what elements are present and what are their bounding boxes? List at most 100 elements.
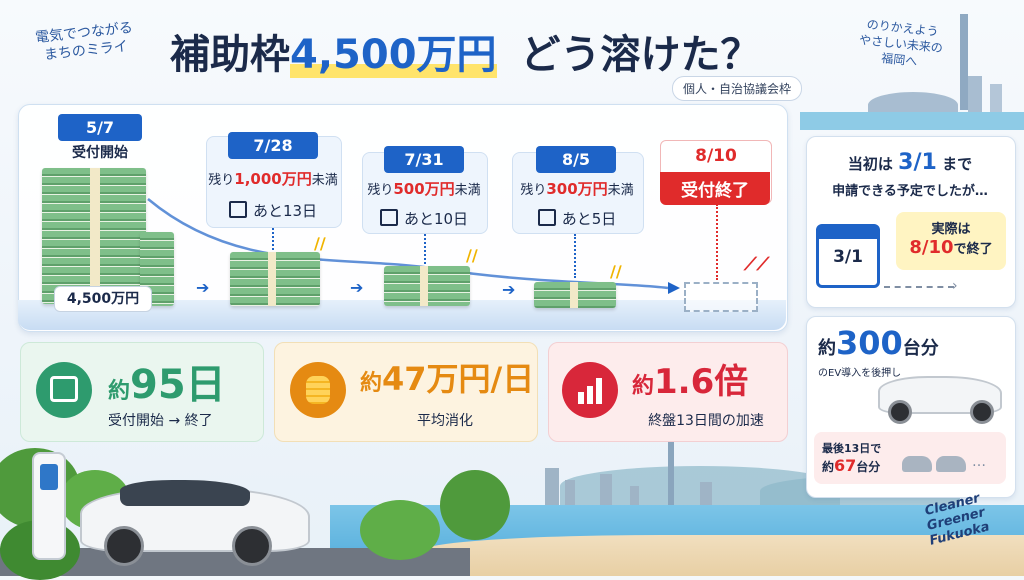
stat-prefix: 約 (632, 374, 655, 399)
building (968, 76, 982, 116)
arrow-right-icon: ➔ (502, 280, 516, 299)
beach (420, 535, 1024, 576)
remain-suffix: 未満 (454, 183, 481, 198)
title-suffix: どう溶けた？ (520, 32, 761, 78)
plan-prefix: 当初は (847, 155, 893, 173)
ev-caption: のEV導入を後押し (818, 368, 902, 379)
car-silhouette-icon (902, 456, 932, 472)
stat-value: 約95日 (108, 352, 258, 410)
more-ellipsis: … (972, 454, 986, 470)
milestone-date-tag: 7/31 (384, 146, 464, 173)
ev-number: 300 (836, 324, 903, 362)
ev-prefix: 約 (818, 338, 836, 359)
money-band (268, 252, 276, 306)
days-left: あと13日 (252, 202, 318, 220)
money-band (570, 282, 578, 308)
building (700, 482, 712, 508)
connector-dots-red (716, 204, 718, 280)
page-title: 補助枠4,500万円 どう溶けた？ (170, 22, 810, 80)
building (600, 474, 612, 508)
stat-caption: 終盤13日間の加速 (648, 413, 764, 429)
subtitle-badge: 個人・自治協議会枠 (672, 76, 803, 101)
ev-unit: 台分 (902, 338, 939, 359)
sparkle-icon: ∕∕ (610, 262, 622, 281)
remain-suffix: 未満 (607, 183, 634, 198)
milestone-days: あと5日 (512, 208, 642, 229)
stat-caption: 平均消化 (417, 413, 473, 429)
plan-date: 3/1 (898, 150, 937, 175)
plan-suffix: まで (942, 155, 973, 173)
money-band (90, 168, 100, 304)
car-wheel (888, 400, 912, 424)
connector-dots (272, 228, 274, 250)
stat-number: 95日 (130, 362, 226, 408)
tower-building (668, 398, 674, 508)
last-prefix: 約 (822, 460, 835, 474)
start-amount-label: 4,500万円 (54, 286, 152, 312)
start-date-tag: 5/7 (58, 114, 142, 141)
days-left: あと10日 (403, 210, 469, 228)
remain-prefix: 残り (367, 183, 394, 198)
days-left: あと5日 (561, 210, 617, 228)
arrow-right-icon: › (952, 278, 958, 294)
stat-number: 1.6倍 (654, 362, 749, 402)
connector-dots (574, 234, 576, 278)
start-label: 受付開始 (72, 145, 128, 161)
sea-top (800, 112, 1024, 130)
stat-value: 約1.6倍 (632, 354, 782, 403)
building (990, 84, 1002, 116)
end-date: 8/10 (695, 146, 737, 166)
stat-prefix: 約 (360, 371, 383, 396)
stat-number: 47万円/日 (382, 360, 535, 398)
ev-charger (32, 452, 66, 560)
actual-suffix: で終了 (953, 242, 993, 257)
milestone-remaining: 残り500万円未満 (362, 178, 486, 199)
actual-line: 8/10で終了 (896, 237, 1006, 258)
last-number: 67 (834, 456, 857, 475)
money-band (420, 266, 428, 306)
coins-icon (290, 362, 346, 418)
alert-burst-icon: ⟋⟋ (744, 254, 770, 275)
stat-caption: 受付開始 → 終了 (108, 413, 213, 429)
calendar-icon (537, 209, 556, 226)
empty-box (684, 282, 758, 312)
actual-date: 8/10 (909, 237, 954, 258)
arrow-right-icon: ➔ (196, 278, 210, 297)
growth-chart-icon (562, 362, 618, 418)
milestone-date-tag: 8/5 (536, 146, 616, 173)
calendar-date: 3/1 (833, 247, 863, 267)
plan-line-1: 当初は 3/1 まで (810, 150, 1010, 175)
last-days-label: 最後13日で (822, 442, 882, 455)
remain-prefix: 残り (208, 173, 235, 188)
last-unit: 台分 (856, 460, 881, 474)
building (630, 486, 639, 508)
actual-prefix: 実際は (931, 222, 971, 237)
tree (440, 470, 510, 540)
building (565, 480, 575, 508)
calendar-icon (379, 209, 398, 226)
end-label: 受付終了 (660, 172, 770, 205)
last-days-total: 約67台分 (822, 456, 880, 475)
car-silhouette-icon (936, 456, 966, 472)
car-wheel (232, 526, 272, 566)
remain-prefix: 残り (520, 183, 547, 198)
title-prefix: 補助枠 (170, 32, 290, 78)
building (545, 468, 559, 508)
car-wheel (970, 400, 994, 424)
remain-value: 500万円 (393, 180, 455, 198)
milestone-remaining: 残り1,000万円未満 (206, 168, 340, 189)
arrow-right-icon: ➔ (350, 278, 364, 297)
dashed-arrow (884, 286, 954, 288)
car-window (120, 480, 250, 506)
actual-note: 実際は 8/10で終了 (896, 212, 1006, 270)
car-wheel (104, 526, 144, 566)
remain-value: 300万円 (546, 180, 608, 198)
sparkle-icon: ∕∕ (466, 246, 478, 265)
remain-value: 1,000万円 (234, 170, 312, 188)
calendar-icon: 3/1 (816, 224, 880, 288)
milestone-days: あと13日 (206, 200, 340, 221)
milestone-days: あと10日 (362, 208, 486, 229)
milestone-remaining: 残り300万円未満 (512, 178, 642, 199)
sparkle-icon: ∕∕ (314, 234, 326, 253)
calendar-icon (36, 362, 92, 418)
